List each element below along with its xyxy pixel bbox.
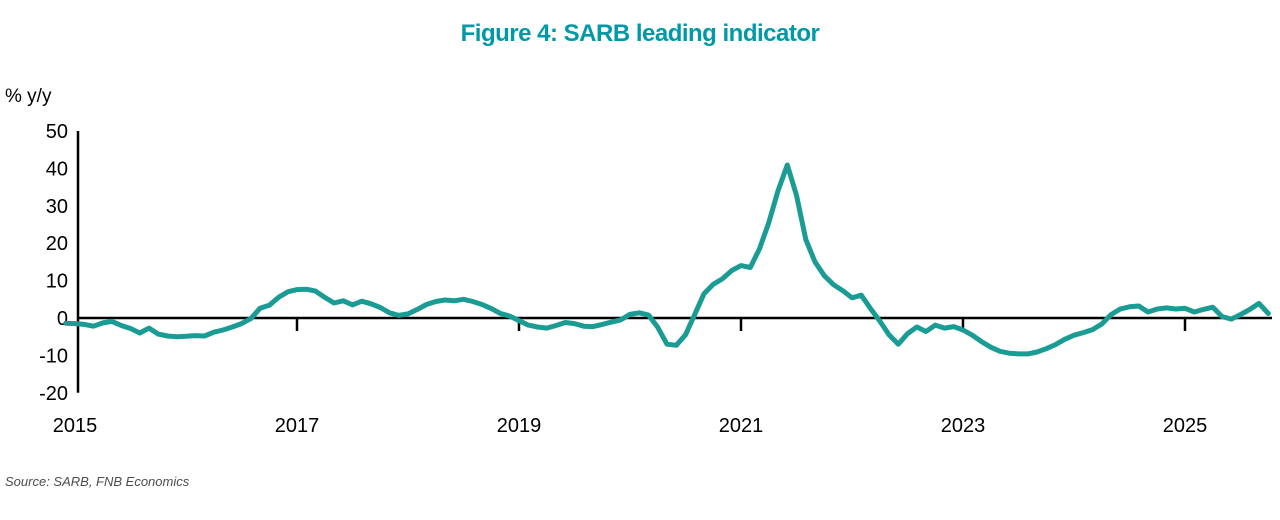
y-tick-label: -10 bbox=[39, 345, 68, 367]
y-tick-label: 30 bbox=[46, 196, 68, 218]
y-tick-label: 40 bbox=[46, 158, 68, 180]
x-tick-label: 2017 bbox=[275, 415, 320, 437]
series-line-sarb-leading-indicator bbox=[63, 162, 1271, 357]
x-tick-label: 2021 bbox=[719, 415, 764, 437]
y-tick-label: 10 bbox=[46, 271, 68, 293]
y-tick-label: 20 bbox=[46, 233, 68, 255]
y-axis-unit-label: % y/y bbox=[5, 86, 52, 107]
chart-title: Figure 4: SARB leading indicator bbox=[460, 20, 820, 47]
x-tick-label: 2015 bbox=[53, 415, 98, 437]
y-tick-label: 0 bbox=[57, 308, 68, 330]
source-note: Source: SARB, FNB Economics bbox=[5, 474, 190, 489]
y-tick-label: -20 bbox=[39, 383, 68, 405]
x-tick-label: 2025 bbox=[1163, 415, 1208, 437]
x-tick-label: 2019 bbox=[497, 415, 542, 437]
y-tick-label: 50 bbox=[46, 121, 68, 143]
x-tick-label: 2023 bbox=[941, 415, 986, 437]
